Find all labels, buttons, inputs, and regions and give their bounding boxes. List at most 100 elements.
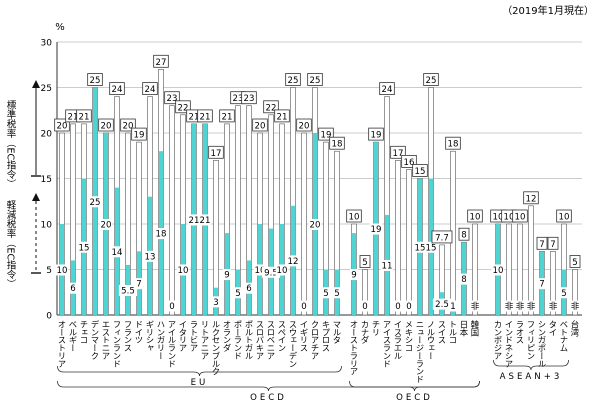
standard-bar-43 bbox=[550, 251, 556, 316]
x-label-10: アイルランド bbox=[167, 320, 177, 368]
reduced-value-bg-3 bbox=[88, 196, 102, 208]
reduced-value-label-41: 非 bbox=[527, 300, 536, 312]
x-label-42: シンガポール bbox=[537, 320, 547, 368]
x-label-2: チェコ bbox=[79, 320, 89, 344]
standard-bar-27 bbox=[362, 269, 368, 316]
reduced-value-label-23: 20 bbox=[310, 221, 321, 231]
x-label-41: フィリピン bbox=[526, 320, 536, 360]
standard-value-label-41: 12 bbox=[526, 194, 537, 204]
x-label-36: 日本 bbox=[459, 320, 469, 337]
x-label-40: ラオス bbox=[515, 320, 525, 344]
reduced-value-bg-43 bbox=[549, 300, 557, 312]
date-note: （2019年1月現在） bbox=[502, 4, 594, 17]
reduced-value-bg-30 bbox=[394, 300, 402, 312]
reduced-value-bg-6 bbox=[118, 284, 138, 296]
x-label-14: ルクセンブルク bbox=[211, 320, 221, 376]
value-labels-layer: 20102162115252520202414205.5197241327182… bbox=[54, 54, 581, 312]
x-label-30: イスラエル bbox=[393, 320, 403, 360]
reduced-value-bg-29 bbox=[380, 259, 394, 271]
group-brace-2 bbox=[493, 359, 569, 371]
reduced-value-bg-26 bbox=[350, 269, 358, 281]
standard-bar-10 bbox=[169, 105, 175, 316]
standard-value-label-38: 10 bbox=[493, 213, 504, 223]
standard-value-box-29 bbox=[379, 82, 395, 95]
x-label-19: スロベニア bbox=[266, 320, 276, 360]
reduced-value-label-39: 非 bbox=[505, 300, 514, 312]
reduced-value-bg-31 bbox=[405, 300, 413, 312]
reduced-value-bg-14 bbox=[212, 296, 220, 308]
standard-value-label-9: 27 bbox=[156, 58, 167, 68]
standard-value-label-24: 19 bbox=[321, 131, 332, 141]
standard-value-label-23: 25 bbox=[310, 76, 321, 86]
reduced-value-label-11: 10 bbox=[178, 266, 189, 276]
reduced-value-bg-10 bbox=[168, 300, 176, 312]
x-label-31: メキシコ bbox=[404, 320, 414, 352]
standard-value-label-6: 20 bbox=[123, 122, 134, 132]
x-label-24: キプロス bbox=[321, 320, 331, 352]
reduced-value-bg-4 bbox=[99, 219, 113, 230]
standard-value-label-42: 7 bbox=[539, 240, 544, 250]
reduced-value-bg-42 bbox=[538, 278, 546, 290]
y-tick-label-0: 0 bbox=[46, 312, 52, 322]
reduced-value-label-4: 20 bbox=[101, 221, 112, 231]
x-label-17: ポルトガル bbox=[244, 320, 254, 360]
side-axis-labels: 標準税率（EC指令） 軽減税率（EC指令） bbox=[5, 80, 41, 289]
x-label-9: ハンガリー bbox=[156, 320, 166, 359]
reduced-value-label-14: 3 bbox=[213, 298, 218, 308]
standard-value-box-2 bbox=[76, 109, 92, 123]
standard-value-label-1: 21 bbox=[68, 112, 79, 122]
reduced-value-label-22: 0 bbox=[301, 302, 306, 312]
standard-value-box-35 bbox=[445, 136, 461, 150]
standard-value-label-22: 20 bbox=[299, 122, 310, 132]
reduced-value-label-16: 5 bbox=[235, 289, 240, 299]
standard-value-label-14: 17 bbox=[211, 149, 222, 159]
standard-value-label-36: 8 bbox=[461, 231, 466, 241]
standard-value-label-27: 5 bbox=[362, 258, 367, 268]
standard-value-label-15: 21 bbox=[222, 112, 233, 122]
reduced-range-arrow-icon bbox=[32, 193, 40, 201]
reduced-value-label-2: 15 bbox=[79, 243, 90, 253]
reduced-value-label-19: 9.5 bbox=[264, 268, 278, 278]
y-tick-label-15: 15 bbox=[41, 175, 52, 185]
reduced-value-bg-24 bbox=[322, 287, 330, 299]
reduced-value-label-44: 5 bbox=[561, 289, 566, 299]
standard-value-label-45: 5 bbox=[572, 258, 577, 268]
standard-rate-axis-label: 標準税率（EC指令） bbox=[5, 99, 17, 188]
standard-bar-45 bbox=[572, 269, 578, 316]
reduced-value-label-1: 6 bbox=[70, 284, 75, 294]
standard-value-box-32 bbox=[412, 164, 428, 177]
standard-value-label-30: 17 bbox=[393, 149, 404, 159]
reduced-value-label-40: 非 bbox=[516, 300, 525, 312]
reduced-value-bg-38 bbox=[491, 264, 505, 276]
standard-value-box-22 bbox=[296, 118, 312, 132]
standard-value-box-5 bbox=[109, 82, 125, 95]
x-label-0: オーストリア bbox=[57, 320, 67, 368]
standard-value-label-29: 24 bbox=[382, 85, 393, 95]
x-label-28: チリ bbox=[371, 320, 381, 336]
reduced-value-label-45: 非 bbox=[571, 300, 580, 312]
reduced-value-bg-13 bbox=[198, 214, 212, 226]
standard-value-box-4 bbox=[98, 118, 114, 132]
standard-value-box-21 bbox=[285, 73, 301, 86]
x-label-43: タイ bbox=[548, 320, 558, 336]
standard-value-box-14 bbox=[208, 145, 224, 159]
standard-value-label-39: 10 bbox=[504, 213, 515, 223]
y-tick-label-5: 5 bbox=[46, 266, 52, 276]
reduced-value-label-33: 15 bbox=[426, 243, 437, 253]
reduced-value-bg-17 bbox=[245, 282, 253, 294]
reduced-value-label-8: 13 bbox=[145, 252, 156, 262]
x-label-35: トルコ bbox=[448, 320, 458, 344]
reduced-value-label-17: 6 bbox=[246, 284, 251, 294]
x-label-26: オーストラリア bbox=[349, 320, 359, 376]
x-label-7: ドイツ bbox=[134, 320, 144, 344]
y-tick-label-30: 30 bbox=[41, 39, 53, 49]
standard-value-box-42 bbox=[536, 236, 548, 250]
x-label-6: フランス bbox=[123, 320, 133, 352]
standard-value-label-21: 25 bbox=[288, 76, 299, 86]
x-label-44: ベトナム bbox=[559, 320, 569, 352]
standard-value-label-3: 25 bbox=[90, 76, 101, 86]
reduced-value-bg-19 bbox=[261, 266, 281, 278]
standard-bar-22 bbox=[301, 132, 307, 316]
